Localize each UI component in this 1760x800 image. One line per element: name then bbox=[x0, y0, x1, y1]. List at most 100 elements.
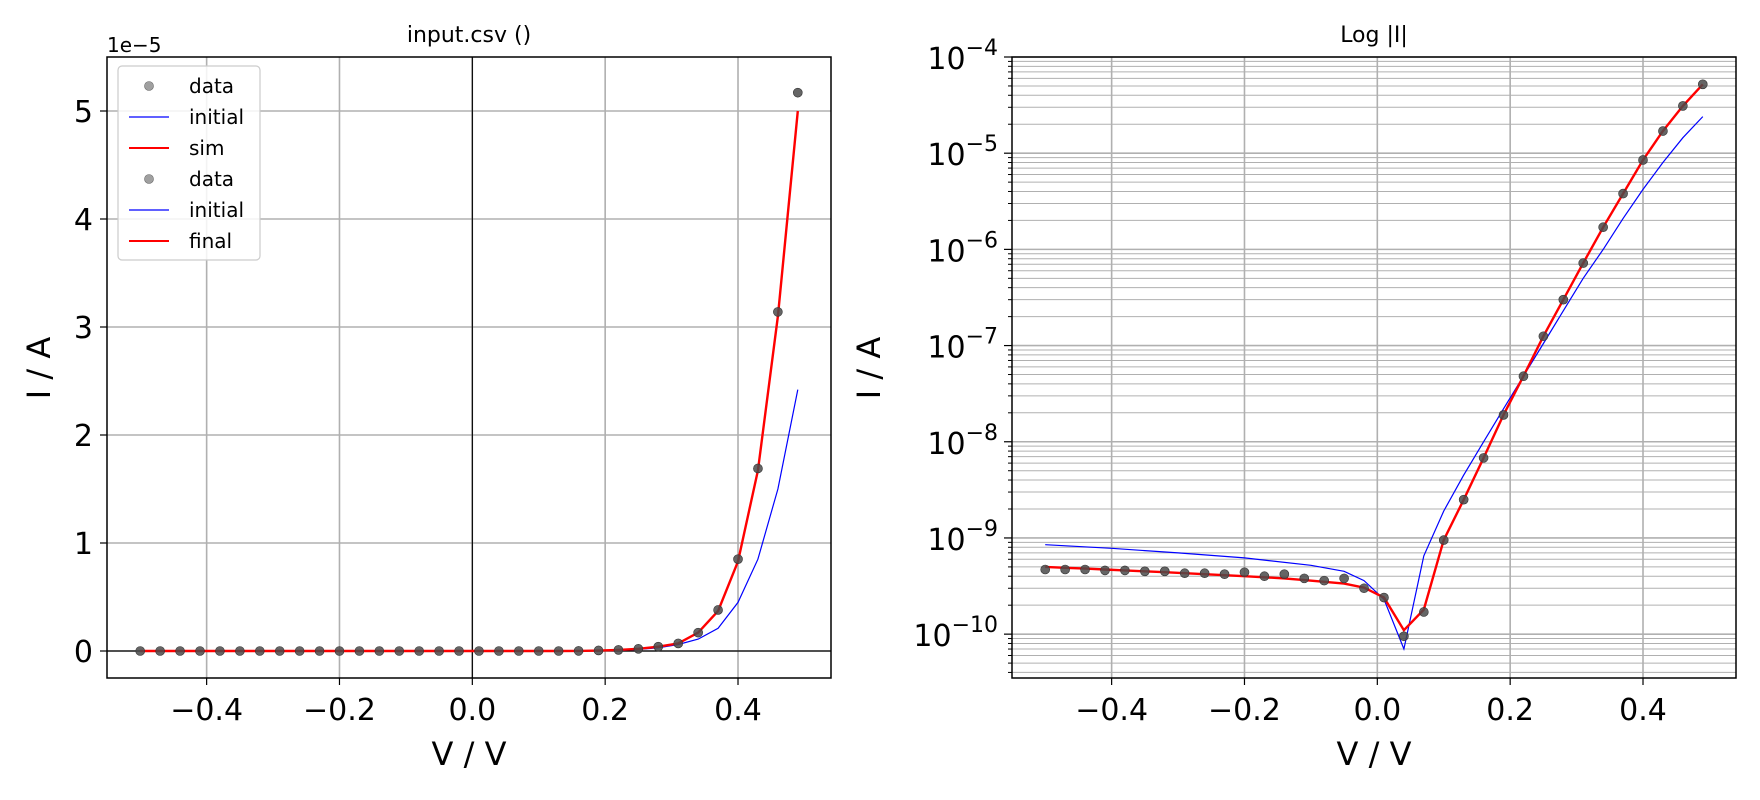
data-point bbox=[334, 646, 345, 656]
x-tick-label: −0.4 bbox=[1075, 693, 1148, 728]
data-point bbox=[553, 646, 564, 656]
y-tick-label: 10−7 bbox=[927, 325, 998, 366]
y-tick-label: 5 bbox=[74, 95, 93, 130]
data-point bbox=[1120, 565, 1130, 576]
data-point bbox=[1419, 607, 1429, 617]
data-point bbox=[1040, 564, 1051, 575]
y-tick-label: 10−10 bbox=[913, 613, 998, 654]
data-point bbox=[374, 646, 385, 656]
y-tick-label: 0 bbox=[74, 635, 93, 670]
x-ticks: −0.4 −0.2 0.0 0.2 0.4 bbox=[1075, 678, 1667, 728]
data-point bbox=[235, 646, 245, 656]
legend-entry: data bbox=[189, 74, 234, 98]
data-point bbox=[1598, 222, 1608, 233]
data-point bbox=[254, 646, 265, 656]
data-point bbox=[1478, 453, 1489, 463]
series-group bbox=[1040, 79, 1708, 652]
data-point bbox=[713, 605, 723, 615]
y-ticks: 0 1 2 3 4 5 bbox=[74, 95, 107, 670]
plot-frame bbox=[1011, 56, 1737, 679]
linear-current-plot: input.csv () 1e−5 −0.4 −0.2 0.0 0.2 0.4 0 1 2 3… bbox=[20, 23, 832, 773]
y-tick-label: 10−9 bbox=[927, 517, 998, 558]
data-point bbox=[1359, 583, 1369, 594]
y-tick-label: 10−5 bbox=[927, 132, 998, 173]
data-point bbox=[593, 645, 604, 656]
data-point bbox=[1458, 494, 1469, 505]
x-tick-label: 0.0 bbox=[448, 693, 496, 728]
y-tick-label: 10−8 bbox=[927, 421, 998, 462]
data-point bbox=[414, 646, 424, 656]
data-point bbox=[175, 646, 185, 656]
data-point bbox=[1159, 566, 1170, 577]
data-point bbox=[1379, 592, 1389, 603]
data-point bbox=[1339, 573, 1349, 584]
data-point bbox=[653, 641, 664, 652]
log-current-plot: Log |I| −0.4 −0.2 0.0 0.2 0.4 10−1010−910−81… bbox=[850, 23, 1737, 773]
plot-title: Log |I| bbox=[1340, 23, 1408, 48]
y-axis-label: I / A bbox=[850, 337, 888, 400]
data-point bbox=[135, 646, 146, 656]
y-tick-label: 3 bbox=[74, 311, 93, 346]
y-offset-label: 1e−5 bbox=[107, 33, 162, 57]
data-point bbox=[1299, 573, 1310, 584]
x-tick-label: 0.4 bbox=[714, 693, 762, 728]
data-point bbox=[1279, 569, 1290, 579]
series-line-final bbox=[140, 110, 799, 653]
y-axis-label: I / A bbox=[20, 337, 58, 400]
data-point bbox=[1678, 101, 1688, 111]
data-point bbox=[434, 646, 444, 656]
data-point bbox=[753, 463, 763, 474]
legend-entry: final bbox=[189, 229, 232, 253]
data-point bbox=[1140, 566, 1150, 577]
y-tick-label: 1 bbox=[74, 527, 93, 562]
plot-frame bbox=[106, 56, 832, 679]
legend-entry: sim bbox=[189, 136, 224, 160]
data-point bbox=[1697, 79, 1708, 90]
data-point bbox=[354, 646, 365, 656]
data-point bbox=[633, 644, 644, 654]
grid bbox=[1012, 56, 1736, 678]
data-point bbox=[1558, 294, 1569, 305]
series-line-initial bbox=[1045, 116, 1704, 652]
data-point bbox=[1080, 564, 1090, 575]
data-point bbox=[454, 646, 464, 656]
data-point bbox=[673, 638, 684, 649]
data-point bbox=[1618, 188, 1628, 199]
data-point bbox=[1219, 569, 1230, 579]
data-point bbox=[215, 646, 225, 656]
data-point bbox=[1438, 535, 1449, 545]
data-point bbox=[195, 646, 205, 656]
data-point bbox=[1060, 564, 1070, 575]
x-tick-label: 0.4 bbox=[1619, 693, 1667, 728]
series-group bbox=[135, 87, 803, 656]
data-point bbox=[1538, 331, 1549, 342]
data-point bbox=[1319, 575, 1329, 586]
y-tick-label: 4 bbox=[74, 203, 93, 238]
x-tick-label: 0.0 bbox=[1353, 693, 1401, 728]
data-point bbox=[1658, 126, 1668, 136]
data-point bbox=[1399, 631, 1409, 642]
data-point bbox=[1498, 410, 1509, 420]
data-point bbox=[294, 646, 305, 656]
y-tick-label: 10−6 bbox=[927, 228, 998, 269]
x-tick-label: −0.4 bbox=[170, 693, 243, 728]
data-point bbox=[533, 646, 544, 656]
x-axis-label: V / V bbox=[432, 735, 507, 773]
data-point bbox=[474, 646, 484, 656]
plot-title: input.csv () bbox=[407, 23, 531, 48]
data-point bbox=[1199, 568, 1210, 579]
x-tick-label: −0.2 bbox=[1208, 693, 1281, 728]
y-tick-label: 2 bbox=[74, 419, 93, 454]
legend-box bbox=[117, 65, 261, 261]
data-point bbox=[1638, 155, 1648, 165]
data-point bbox=[514, 646, 524, 656]
data-point bbox=[1518, 371, 1529, 382]
data-point bbox=[613, 645, 624, 655]
data-point bbox=[1100, 565, 1110, 576]
legend-entry: data bbox=[189, 167, 234, 191]
y-ticks: 10−10 10−9 10−8 10−7 10−6 10−5 10−4 bbox=[913, 36, 1012, 673]
data-point bbox=[1239, 567, 1250, 578]
x-tick-label: 0.2 bbox=[581, 693, 629, 728]
data-point bbox=[274, 646, 285, 656]
